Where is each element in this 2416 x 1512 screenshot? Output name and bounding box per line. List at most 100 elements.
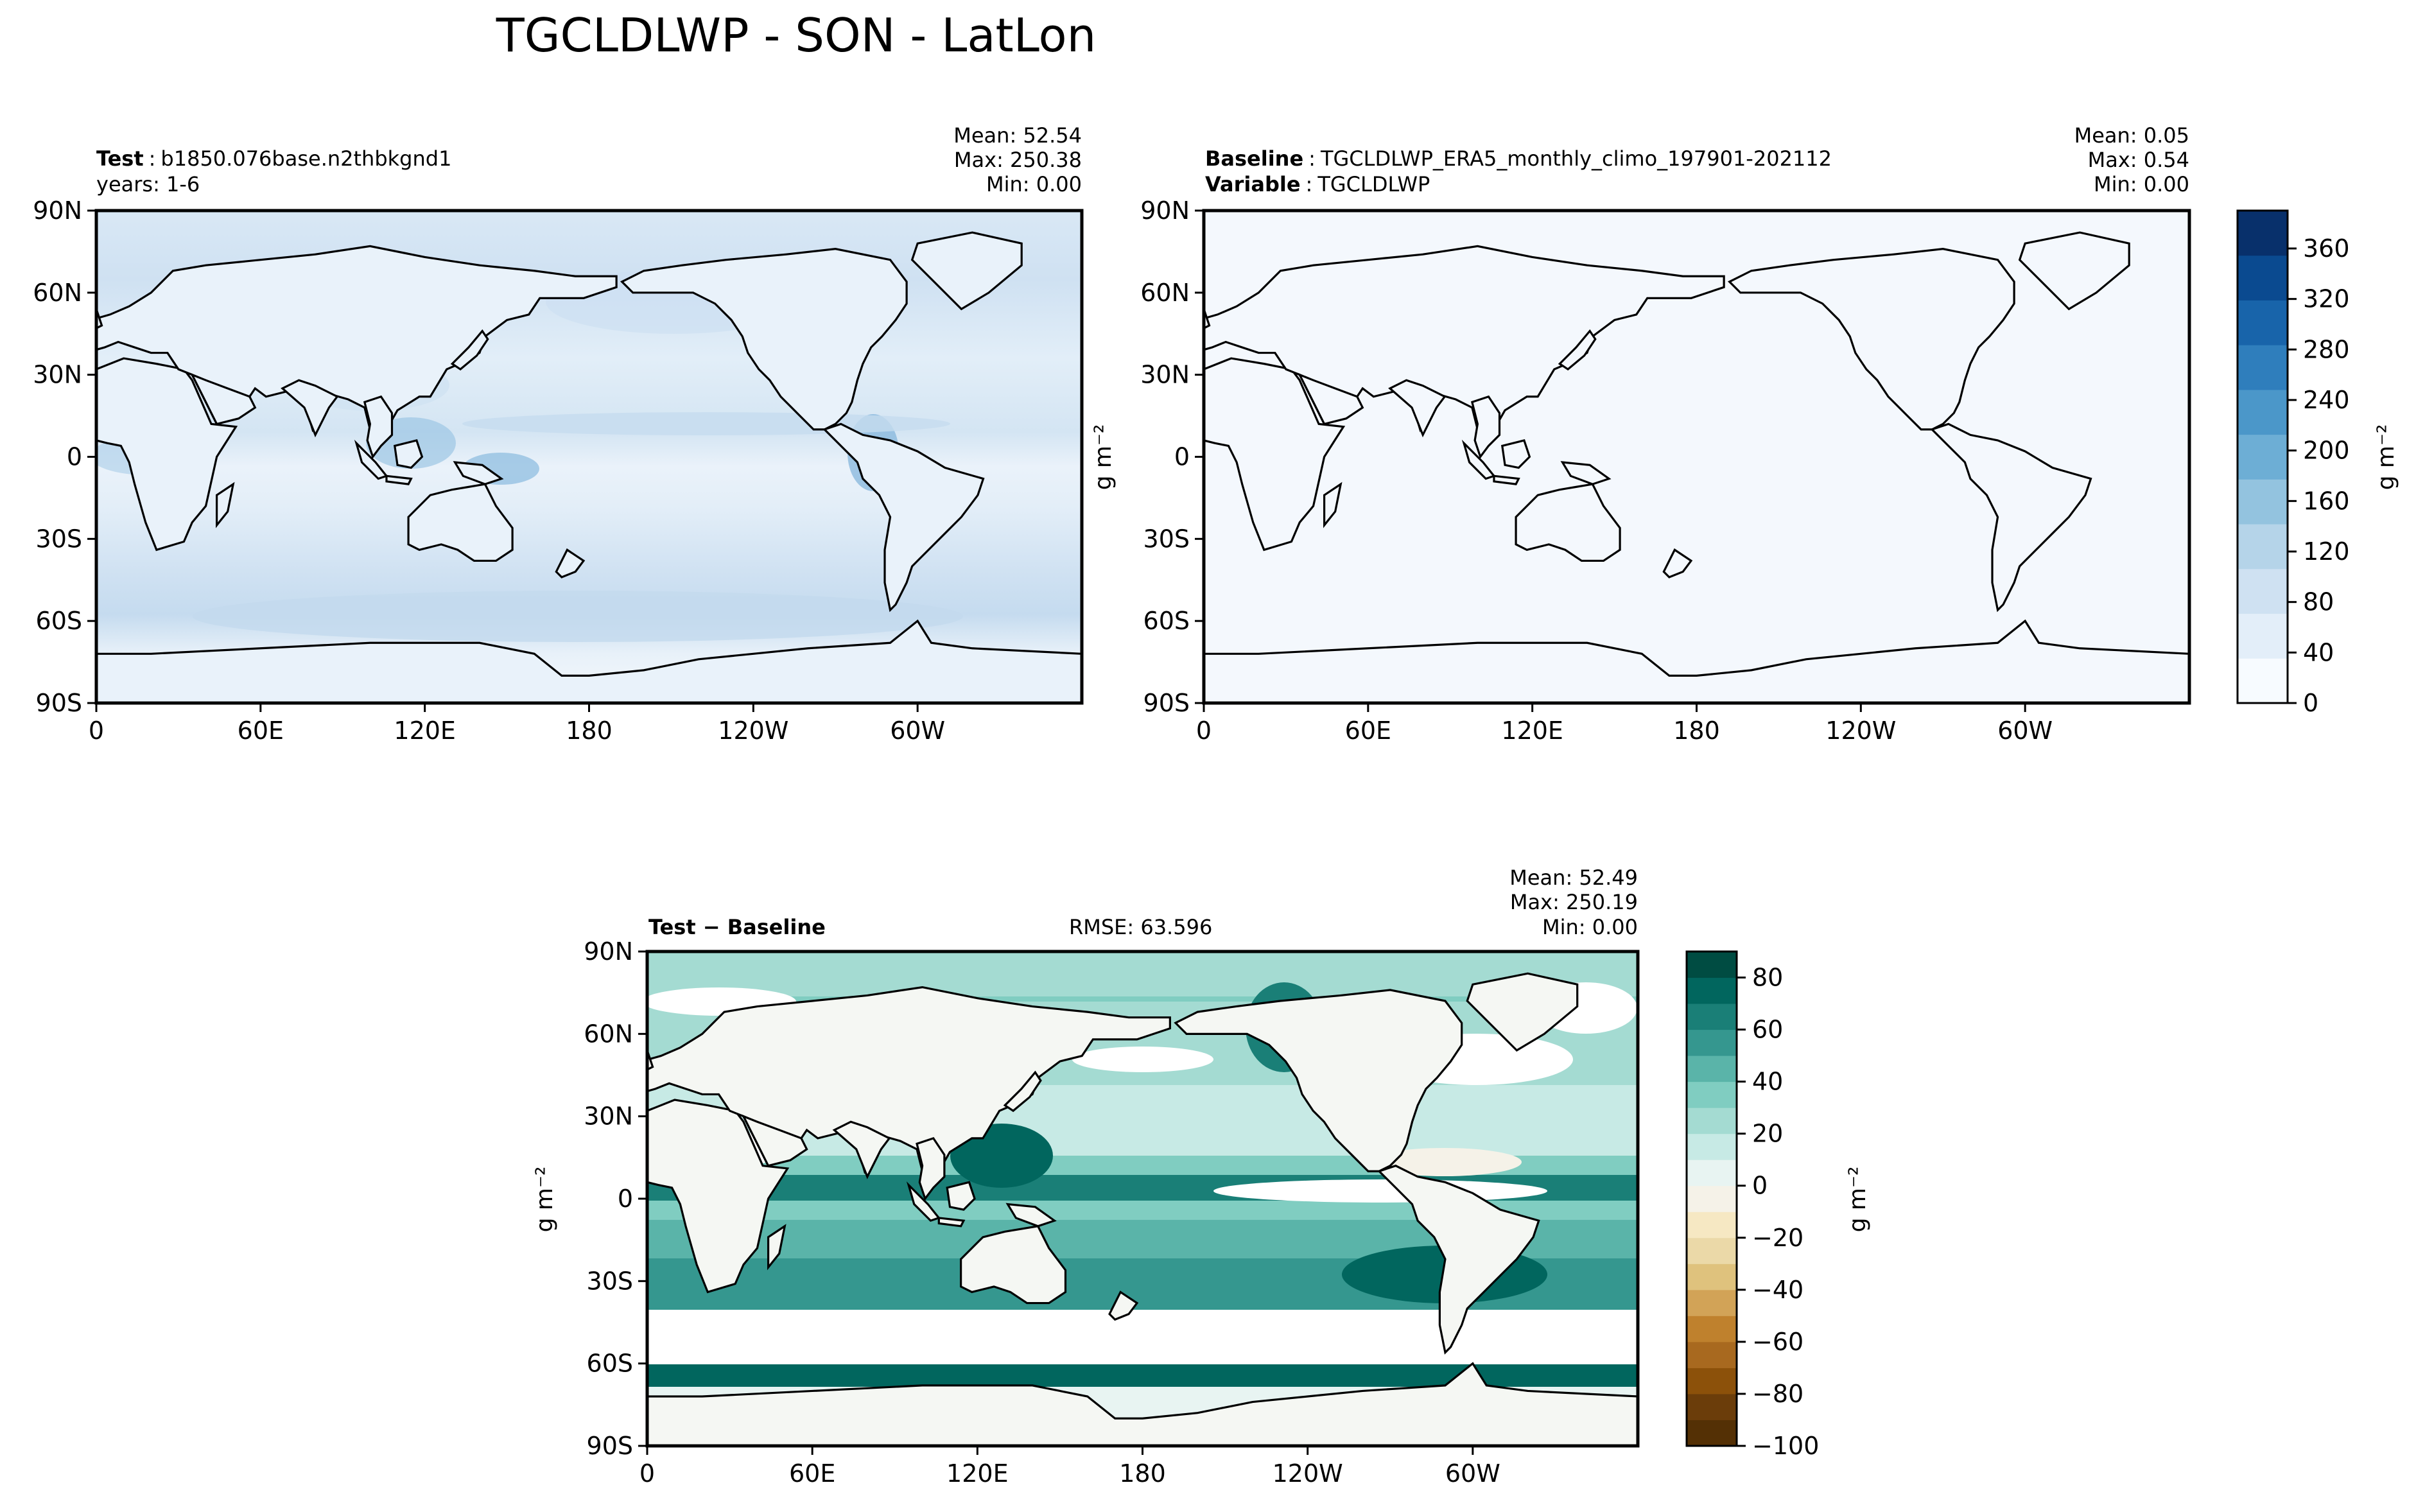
colorbar-tick-label: −100 — [1752, 1432, 1819, 1460]
colorbar-swatch — [2238, 300, 2288, 345]
x-tick-label: 180 — [1119, 1459, 1166, 1488]
colorbar-swatch — [2238, 211, 2288, 256]
y-tick-label: 30N — [1140, 361, 1190, 389]
panel-difference-min: Min: 0.00 — [1542, 915, 1638, 939]
x-tick-label: 60W — [890, 717, 945, 745]
y-tick-label: 30N — [584, 1102, 633, 1131]
x-tick-label: 120E — [1501, 717, 1563, 745]
x-tick-label: 120W — [1825, 717, 1896, 745]
colorbar-frame — [2236, 209, 2289, 704]
colorbar-swatch — [1687, 1029, 1737, 1056]
panel-baseline-variable: Variable: TGCLDLWP — [1205, 172, 1430, 196]
panel-test-patch — [193, 591, 963, 642]
y-tick-label: 60S — [1143, 607, 1190, 635]
colorbar-swatch — [2238, 613, 2288, 659]
colorbar-swatch — [2238, 568, 2288, 614]
colorbar-swatch — [1687, 1133, 1737, 1160]
y-tick-label: 90N — [33, 196, 82, 225]
panel-baseline-map — [1204, 211, 2189, 703]
colorbar-swatch — [1687, 1081, 1737, 1108]
colorbar-tick-label: −60 — [1752, 1328, 1803, 1356]
x-tick-label: 60W — [1445, 1459, 1500, 1488]
colorbar-tick-label: 120 — [2303, 537, 2350, 566]
colorbar-tick-label: 160 — [2303, 487, 2350, 515]
panel-test-max: Max: 250.38 — [954, 148, 1082, 172]
panel-test-axes: 0 60E 120E 180 120W 60W 90N 60N 30N 0 30S 60S 90S — [33, 196, 945, 745]
colorbar-bottom: 80 60 40 20 0 −20 −40 −60 −80 −100 — [1685, 950, 1819, 1460]
y-tick-label: 90S — [36, 689, 82, 717]
y-tick-label: 0 — [618, 1185, 633, 1213]
colorbar-swatch — [2238, 434, 2288, 480]
y-tick-label: 60N — [1140, 279, 1190, 307]
colorbar-swatch — [1687, 1160, 1737, 1186]
diff-band-antarctic-edge — [647, 1364, 1638, 1387]
y-tick-label: 60S — [36, 607, 82, 635]
colorbar-tick-label: 40 — [1752, 1068, 1783, 1096]
panel-baseline-axes: 0 60E 120E 180 120W 60W 90N 60N 30N 0 30S 60S 90S — [1140, 196, 2053, 745]
colorbar-tick-label: 0 — [2303, 689, 2318, 717]
colorbar-tick-label: 60 — [1752, 1016, 1783, 1044]
panel-difference: Test − Baseline RMSE: 63.596 Mean: 52.49… — [532, 865, 1640, 1488]
colorbar-tick-label: 360 — [2303, 234, 2350, 263]
panel-difference-map — [647, 952, 1638, 1446]
y-tick-label: 0 — [1174, 443, 1190, 471]
y-tick-label: 30S — [36, 525, 82, 553]
colorbar-swatch — [1687, 977, 1737, 1004]
panel-baseline: Baseline: TGCLDLWP_ERA5_monthly_climo_197… — [1090, 123, 2191, 745]
colorbar-swatch — [2238, 479, 2288, 525]
x-tick-label: 180 — [566, 717, 613, 745]
colorbar-frame — [1685, 950, 1738, 1447]
y-tick-label: 90N — [584, 937, 633, 966]
panel-test-patch — [462, 412, 950, 435]
colorbar-top: 0 40 80 120 160 200 240 280 320 360 — [2236, 209, 2350, 717]
panel-difference-max: Max: 250.19 — [1510, 890, 1638, 914]
colorbar-swatch — [2238, 658, 2288, 704]
panel-baseline-label-sep: : — [1308, 146, 1316, 171]
colorbar-swatch — [2238, 389, 2288, 435]
colorbar-top-label: g m⁻² — [2373, 424, 2399, 491]
panel-baseline-max: Max: 0.54 — [2088, 148, 2189, 172]
x-tick-label: 0 — [89, 717, 104, 745]
colorbar-tick-label: 40 — [2303, 638, 2334, 666]
panel-baseline-min: Min: 0.00 — [2094, 172, 2189, 196]
colorbar-swatch — [1687, 1108, 1737, 1134]
panel-test-mean: Mean: 52.54 — [953, 123, 1082, 148]
panel-difference-axes: 0 60E 120E 180 120W 60W 90N 60N 30N 0 30S 60S 90S — [584, 937, 1500, 1488]
colorbar-swatch — [1687, 1289, 1737, 1316]
colorbar-swatch — [1687, 1056, 1737, 1082]
y-tick-label: 90N — [1140, 196, 1190, 225]
colorbar-tick-label: 80 — [1752, 964, 1783, 992]
colorbar-swatch — [1687, 1420, 1737, 1447]
x-tick-label: 120W — [1273, 1459, 1343, 1488]
y-tick-label: 60S — [587, 1350, 633, 1378]
y-tick-label: 30N — [33, 361, 82, 389]
colorbar-bottom-label: g m⁻² — [1845, 1167, 1871, 1233]
y-tick-label: 90S — [587, 1432, 633, 1460]
colorbar-swatch — [1687, 1212, 1737, 1238]
colorbar-tick-label: −20 — [1752, 1224, 1803, 1252]
colorbar-swatch — [2238, 524, 2288, 569]
x-tick-label: 0 — [1196, 717, 1212, 745]
panel-test-min: Min: 0.00 — [986, 172, 1082, 196]
panel-test-label-sep: : — [149, 146, 156, 171]
x-tick-label: 60E — [789, 1459, 835, 1488]
y-tick-label: 30S — [1143, 525, 1190, 553]
diff-white-patch — [1072, 1047, 1213, 1072]
panel-test-years: years: 1-6 — [96, 172, 200, 196]
colorbar-swatch — [1687, 1393, 1737, 1420]
colorbar-swatch — [1687, 952, 1737, 978]
colorbar-tick-label: 80 — [2303, 588, 2334, 616]
panel-test: Test: b1850.076base.n2thbkgnd1 years: 1-6… — [33, 123, 1084, 745]
x-tick-label: 60W — [1997, 717, 2053, 745]
y-tick-label: 60N — [584, 1020, 633, 1048]
colorbar-swatch — [1687, 1185, 1737, 1212]
colorbar-swatch — [2238, 255, 2288, 300]
colorbar-swatch — [1687, 1004, 1737, 1030]
y-tick-label: 60N — [33, 279, 82, 307]
colorbar-tick-label: 20 — [1752, 1120, 1783, 1148]
x-tick-label: 120W — [718, 717, 788, 745]
colorbar-swatch — [1687, 1264, 1737, 1290]
colorbar-tick-label: −40 — [1752, 1276, 1803, 1304]
colorbar-tick-label: 0 — [1752, 1172, 1768, 1200]
